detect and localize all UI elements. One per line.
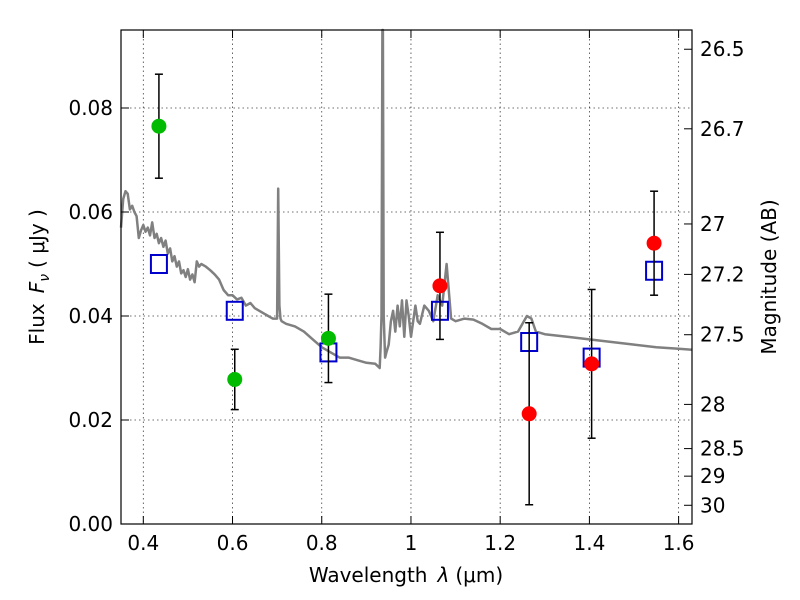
y-axis: 0.00 0.02 0.04 0.06 0.08 [68,96,129,536]
y2-tick-label: 27 [700,212,725,236]
x-tick-label: 1.6 [663,531,695,555]
x-tick-label: 1 [405,531,418,555]
observed-point [227,371,243,387]
observed-point [320,330,336,346]
model-spectrum-line [119,28,693,370]
x-tick-label: 1.4 [573,531,605,555]
x-axis-label: Wavelength λ (μm) [309,563,503,587]
y2-tick-label: 28 [700,392,725,416]
model-spectrum [119,28,693,370]
y2-tick-label: 26.5 [700,37,745,61]
observed-point [432,278,448,294]
observed-point [151,118,167,134]
y-axis-label: FluxFν( μJy ) [25,209,53,345]
y-tick-label: 0.04 [68,304,113,328]
y2-tick-label: 28.5 [700,437,745,461]
observed-point [646,235,662,251]
y2-tick-label: 29 [700,464,725,488]
y2-axis: 26.5 26.7 27 27.2 27.5 28 28.5 29 30 [684,37,745,517]
plot-frame [120,29,693,525]
model-photometry-square [149,254,168,274]
x-tick-label: 1.2 [484,531,516,555]
y2-tick-label: 26.7 [700,117,745,141]
x-tick-label: 0.4 [127,531,159,555]
x-axis: 0.4 0.6 0.8 1 1.2 1.4 1.6 [127,30,695,555]
model-photometry-square [225,300,244,321]
y-tick-label: 0.02 [68,408,113,432]
x-tick-label: 0.6 [217,531,249,555]
y-tick-label: 0.08 [68,96,113,120]
y2-tick-label: 30 [700,493,725,517]
y2-tick-label: 27.2 [700,262,745,286]
x-tick-label: 0.8 [306,531,338,555]
photometry-points [149,73,664,506]
observed-point [521,406,537,422]
y2-tick-label: 27.5 [700,323,745,347]
y-tick-label: 0.06 [68,200,113,224]
y-tick-label: 0.00 [68,512,113,536]
observed-point [584,356,600,372]
y2-axis-label: Magnitude (AB) [757,199,781,354]
grid [121,30,692,524]
